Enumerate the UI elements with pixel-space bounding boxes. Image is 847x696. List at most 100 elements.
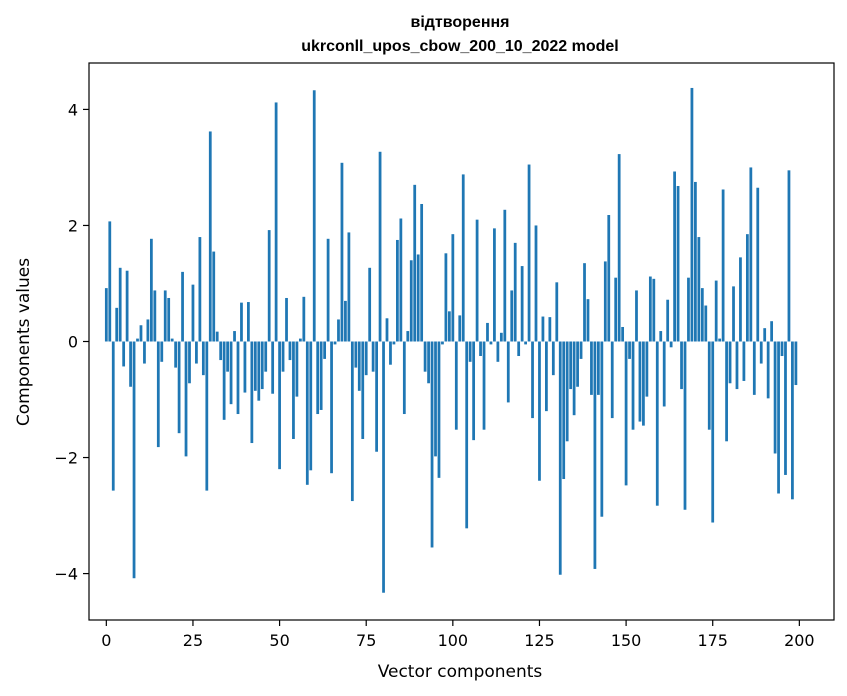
bar xyxy=(115,307,119,342)
bar xyxy=(555,282,559,342)
bar xyxy=(732,286,735,342)
bar xyxy=(156,341,160,448)
x-tick-label: 200 xyxy=(784,631,815,650)
x-tick-label: 25 xyxy=(183,631,203,650)
bar xyxy=(718,338,722,342)
bar xyxy=(226,341,229,372)
bar xyxy=(396,239,399,342)
bar xyxy=(361,341,365,439)
bar xyxy=(233,331,236,342)
bar xyxy=(337,319,340,342)
bar xyxy=(382,341,385,593)
bar xyxy=(780,341,784,357)
bar xyxy=(624,341,628,486)
bar xyxy=(143,341,146,364)
bar xyxy=(694,181,697,342)
bar xyxy=(139,325,143,342)
bar xyxy=(240,302,243,342)
bar xyxy=(281,341,285,372)
bar xyxy=(707,341,711,430)
x-tick-label: 150 xyxy=(611,631,642,650)
y-tick-label: 0 xyxy=(68,333,78,352)
bar xyxy=(434,341,437,457)
bar xyxy=(253,341,257,391)
bar xyxy=(368,267,372,342)
bar xyxy=(472,341,476,441)
bar xyxy=(260,341,264,390)
bar xyxy=(122,341,126,367)
bar xyxy=(690,87,694,342)
bar xyxy=(766,341,770,399)
bar xyxy=(236,341,240,415)
bar xyxy=(517,341,521,357)
chart-title-line-1: відтворення xyxy=(410,14,509,31)
bar xyxy=(302,296,306,342)
bar xyxy=(344,300,347,342)
bar xyxy=(212,251,216,342)
bar-series xyxy=(104,87,798,593)
bar xyxy=(486,322,489,342)
bar xyxy=(794,341,798,386)
bar xyxy=(659,331,663,342)
bar xyxy=(614,277,618,342)
bar xyxy=(655,341,659,506)
bar xyxy=(292,341,295,439)
x-axis: 0 25 50 75 100 125 150 175 200 xyxy=(101,620,815,650)
bar xyxy=(205,341,209,491)
bar xyxy=(347,232,351,342)
x-tick-label: 100 xyxy=(438,631,469,650)
bar xyxy=(274,102,278,342)
bar xyxy=(510,290,514,342)
bar xyxy=(271,341,275,394)
bar xyxy=(482,341,486,430)
bar xyxy=(413,184,417,342)
bar xyxy=(642,341,645,426)
bar xyxy=(735,341,739,390)
bar xyxy=(409,260,413,342)
bar xyxy=(125,270,129,342)
bar xyxy=(319,341,323,410)
bar xyxy=(545,341,548,412)
bar xyxy=(298,338,302,342)
x-tick-label: 50 xyxy=(269,631,289,650)
bar xyxy=(673,171,676,342)
bar xyxy=(541,316,545,342)
bar xyxy=(610,341,614,419)
y-tick-label: 4 xyxy=(68,100,78,119)
bar xyxy=(423,341,427,372)
bar xyxy=(551,341,555,376)
bar xyxy=(770,321,774,342)
bar xyxy=(538,341,541,481)
bar xyxy=(628,341,631,359)
bar xyxy=(385,318,389,342)
bar xyxy=(676,186,680,342)
bar xyxy=(700,288,704,342)
bar xyxy=(548,317,552,342)
x-tick-label: 125 xyxy=(524,631,555,650)
bar xyxy=(565,341,569,442)
y-axis: −4 −2 0 2 4 xyxy=(54,100,89,584)
bar xyxy=(427,341,430,384)
bar xyxy=(312,90,316,342)
bar xyxy=(118,267,122,342)
bar xyxy=(669,341,673,348)
bar xyxy=(596,341,600,395)
bar xyxy=(617,154,621,342)
bar xyxy=(195,341,198,364)
bar xyxy=(513,242,517,342)
bar xyxy=(354,341,358,368)
bar xyxy=(468,341,472,362)
bar xyxy=(590,341,593,395)
bar xyxy=(188,341,191,384)
bar xyxy=(745,234,749,342)
bar xyxy=(725,341,728,442)
bar xyxy=(666,299,670,342)
bar xyxy=(499,332,503,342)
bar xyxy=(333,341,337,345)
bar xyxy=(479,341,482,357)
bar xyxy=(184,341,188,457)
bar xyxy=(437,341,441,478)
bar xyxy=(111,341,115,491)
bar xyxy=(250,341,254,444)
